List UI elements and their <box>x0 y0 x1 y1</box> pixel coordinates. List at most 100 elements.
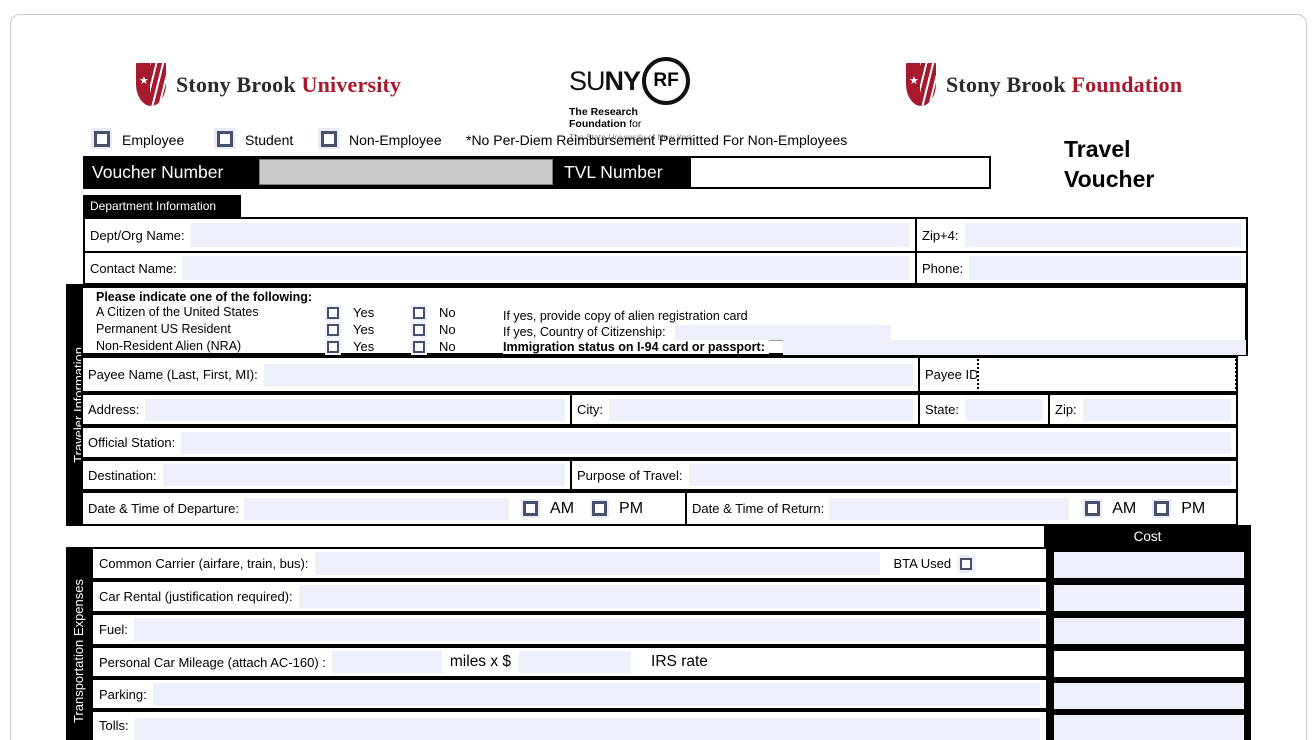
official-station-input[interactable] <box>181 431 1231 454</box>
voucher-number-bar: Voucher Number TVL Number <box>83 156 991 189</box>
common-carrier-label: Common Carrier (airfare, train, bus): <box>99 556 309 571</box>
fuel-input[interactable] <box>133 618 1040 641</box>
mileage-miles-input[interactable] <box>331 651 442 673</box>
student-label: Student <box>245 132 294 148</box>
car-rental-input[interactable] <box>298 585 1040 608</box>
contact-name-label: Contact Name: <box>90 260 177 276</box>
dept-org-input[interactable] <box>190 223 910 247</box>
sbu-shield-icon <box>136 63 166 106</box>
city-input[interactable] <box>609 398 913 421</box>
citizen-no-checkbox[interactable] <box>411 305 427 321</box>
tolls-label: Tolls: <box>99 718 129 733</box>
department-table: Dept/Org Name: Zip+4: Contact Name: Phon… <box>83 217 1248 285</box>
date-time-row: Date & Time of Departure: AM PM Date & T… <box>81 491 1238 526</box>
nra-no-checkbox[interactable] <box>411 339 427 355</box>
dept-org-label: Dept/Org Name: <box>90 227 185 243</box>
departure-input[interactable] <box>244 497 510 520</box>
alien-card-note: If yes, provide copy of alien registrati… <box>503 309 748 323</box>
return-pm-checkbox[interactable] <box>1152 499 1172 518</box>
departure-am-checkbox[interactable] <box>521 499 541 518</box>
address-input[interactable] <box>145 398 565 421</box>
parking-input[interactable] <box>152 682 1040 706</box>
fuel-label: Fuel: <box>99 622 128 637</box>
department-section-header: Department Information <box>83 195 241 217</box>
state-input[interactable] <box>964 398 1043 421</box>
departure-pm-label: PM <box>619 499 644 517</box>
citizenship-country-label: If yes, Country of Citizenship: <box>503 325 666 339</box>
citizen-no-label: No <box>439 305 456 320</box>
car-rental-cost-cell[interactable] <box>1054 585 1244 611</box>
tvl-number-input[interactable] <box>691 158 989 187</box>
mileage-cost-cell[interactable] <box>1054 651 1244 677</box>
address-label: Address: <box>88 402 140 417</box>
tolls-input[interactable] <box>134 718 1040 740</box>
expenses-section-sidebar: Transportation Expenses <box>66 547 91 740</box>
citizenship-box: Please indicate one of the following: A … <box>81 285 1248 356</box>
return-am-checkbox[interactable] <box>1083 499 1103 518</box>
return-pm-label: PM <box>1181 499 1206 517</box>
sbu-logo: Stony Brook University <box>136 63 401 106</box>
payee-name-label: Payee Name (Last, First, MI): <box>88 367 258 382</box>
tvl-number-label: TVL Number <box>564 162 663 182</box>
miles-x-label: miles x $ <box>449 653 512 670</box>
car-rental-label: Car Rental (justification required): <box>99 589 293 604</box>
official-station-label: Official Station: <box>88 435 176 450</box>
zip4-input[interactable] <box>964 223 1241 247</box>
immigration-status-input[interactable] <box>783 340 1246 355</box>
voucher-number-input[interactable] <box>259 159 553 185</box>
return-input[interactable] <box>829 497 1070 520</box>
form-title: Travel Voucher <box>1064 136 1155 192</box>
common-carrier-cost-cell[interactable] <box>1054 552 1244 578</box>
form-page: Stony Brook University SUNY RF The Resea… <box>10 14 1307 740</box>
sbu-logo-accent: University <box>301 71 402 97</box>
sbu-logo-text: Stony Brook <box>176 71 296 97</box>
payee-id-label: Payee ID: <box>925 367 983 382</box>
employee-checkbox[interactable] <box>91 128 112 149</box>
zip-label: Zip: <box>1055 402 1077 417</box>
return-label: Date & Time of Return: <box>692 501 825 516</box>
destination-input[interactable] <box>162 464 565 486</box>
citizenship-heading: Please indicate one of the following: <box>96 290 312 304</box>
contact-name-input[interactable] <box>182 256 910 280</box>
bta-used-label: BTA Used <box>893 556 952 571</box>
rf-tagline-3: The State University of New York <box>569 132 694 142</box>
sbf-logo-accent: Foundation <box>1071 71 1183 97</box>
purpose-input[interactable] <box>688 464 1231 486</box>
rf-tagline-1: The Research <box>569 106 638 118</box>
departure-pm-checkbox[interactable] <box>590 499 610 518</box>
resident-yes-checkbox[interactable] <box>325 322 341 338</box>
nra-yes-checkbox[interactable] <box>325 339 341 355</box>
common-carrier-input[interactable] <box>314 552 880 575</box>
permanent-resident-label: Permanent US Resident <box>96 322 231 336</box>
per-diem-note: *No Per-Diem Reimbursement Permitted For… <box>466 132 848 148</box>
bta-used-checkbox[interactable] <box>957 554 976 573</box>
mileage-rate-input[interactable] <box>519 651 632 673</box>
student-checkbox[interactable] <box>214 128 235 149</box>
zip-input[interactable] <box>1082 398 1231 421</box>
payee-name-input[interactable] <box>263 363 913 386</box>
departure-label: Date & Time of Departure: <box>88 501 240 516</box>
citizen-yes-checkbox[interactable] <box>325 305 341 321</box>
resident-no-checkbox[interactable] <box>411 322 427 338</box>
car-rental-row: Car Rental (justification required): <box>91 580 1048 613</box>
payee-id-input[interactable] <box>977 358 1236 391</box>
citizen-us-label: A Citizen of the United States <box>96 305 259 319</box>
citizenship-country-input[interactable] <box>675 325 891 341</box>
departure-am-label: AM <box>550 499 575 517</box>
parking-cost-cell[interactable] <box>1054 683 1244 709</box>
fuel-row: Fuel: <box>91 613 1048 646</box>
mileage-row: Personal Car Mileage (attach AC-160) : m… <box>91 646 1048 678</box>
phone-label: Phone: <box>922 260 964 276</box>
tolls-row: Tolls: <box>91 710 1048 740</box>
tolls-cost-cell[interactable] <box>1054 715 1244 740</box>
city-label: City: <box>577 402 603 417</box>
resident-no-label: No <box>439 322 456 337</box>
payee-row: Payee Name (Last, First, MI): Payee ID: <box>81 356 1238 393</box>
immigration-status-label: Immigration status on I-94 card or passp… <box>503 340 769 354</box>
non-employee-checkbox[interactable] <box>318 128 339 149</box>
sbf-logo-text: Stony Brook <box>946 71 1066 97</box>
phone-input[interactable] <box>969 256 1241 280</box>
fuel-cost-cell[interactable] <box>1054 618 1244 644</box>
citizen-yes-label: Yes <box>353 305 375 320</box>
